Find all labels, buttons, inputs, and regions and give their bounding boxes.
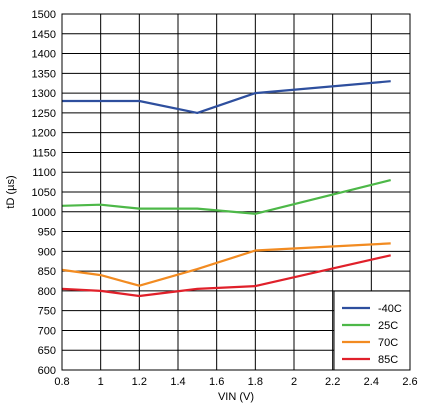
x-tick-label: 1.2 (132, 376, 147, 388)
x-axis-label: VIN (V) (218, 391, 254, 403)
legend-label: 85C (378, 354, 398, 366)
plot-frame (61, 13, 411, 371)
x-tick-label: 1.4 (170, 376, 185, 388)
y-tick-label: 650 (38, 345, 56, 357)
legend-label: 70C (378, 337, 398, 349)
y-tick-label: 600 (38, 365, 56, 377)
y-tick-label: 800 (38, 286, 56, 298)
y-tick-label: 1250 (32, 108, 56, 120)
x-tick-label: 0.8 (54, 376, 69, 388)
x-tick-label: 1.6 (209, 376, 224, 388)
x-tick-label: 2.4 (364, 376, 379, 388)
y-tick-label: 1500 (32, 9, 56, 21)
y-tick-label: 1150 (32, 147, 56, 159)
y-axis-label: tD (µs) (5, 175, 17, 208)
y-tick-label: 1350 (32, 68, 56, 80)
y-tick-label: 1000 (32, 207, 56, 219)
legend: -40C 25C 70C 85C (333, 290, 411, 371)
y-tick-label: 1050 (32, 187, 56, 199)
x-tick-label: 1 (98, 376, 104, 388)
y-tick-labels: 600 650 700 750 800 850 900 950 1000 1050 1100 1150… (32, 9, 56, 377)
x-tick-labels: 0.8 1 1.2 1.4 1.6 1.8 2 2.2 2.4 2.6 (54, 376, 417, 388)
legend-label: 25C (378, 320, 398, 332)
series-line (61, 254, 391, 298)
series-lines (61, 80, 391, 298)
legend-label: -40C (378, 303, 402, 315)
series-line (61, 179, 391, 215)
y-tick-label: 1100 (32, 167, 56, 179)
y-tick-label: 1400 (32, 49, 56, 61)
legend-box (333, 290, 411, 371)
x-tick-label: 2.6 (402, 376, 417, 388)
series-line (61, 242, 391, 287)
y-tick-label: 1300 (32, 88, 56, 100)
y-tick-label: 1200 (32, 128, 56, 140)
y-tick-label: 1450 (32, 29, 56, 41)
x-tick-label: 2 (291, 376, 297, 388)
x-tick-label: 2.2 (325, 376, 340, 388)
x-tick-label: 1.8 (248, 376, 263, 388)
y-tick-label: 750 (38, 306, 56, 318)
y-tick-label: 850 (38, 266, 56, 278)
y-tick-label: 950 (38, 227, 56, 239)
series-line (62, 80, 391, 115)
y-tick-label: 700 (38, 325, 56, 337)
y-tick-label: 900 (38, 246, 56, 258)
